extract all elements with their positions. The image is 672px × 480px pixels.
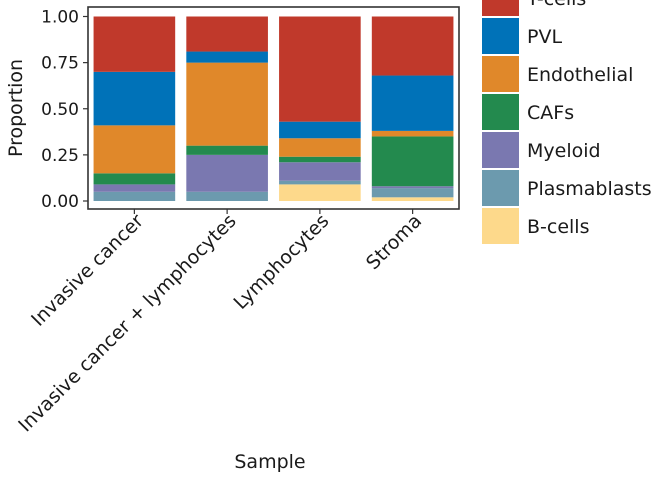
legend-label-b-cells: B-cells xyxy=(527,216,589,238)
y-tick-label: 0.50 xyxy=(41,100,79,120)
bar-segment-t-cells-invasive-cancer-lymphocytes xyxy=(186,16,268,52)
legend-key-cafs xyxy=(482,94,519,130)
bar-segment-endothelial-invasive-cancer-lymphocytes xyxy=(186,62,268,146)
bar-segment-plasmablasts-lymphocytes xyxy=(279,180,361,185)
bar-segment-myeloid-invasive-cancer xyxy=(93,184,176,192)
bar-segment-endothelial-stroma xyxy=(371,130,454,137)
legend-key-pvl xyxy=(482,18,519,54)
y-axis: 0.00 0.25 0.50 0.75 1.00 xyxy=(41,8,88,212)
legend-label-t-cells: T-cells xyxy=(526,0,586,10)
y-axis-title: Proportion xyxy=(5,59,27,157)
legend-label-myeloid: Myeloid xyxy=(527,140,601,162)
bar-segment-endothelial-lymphocytes xyxy=(279,138,361,157)
bar-segment-t-cells-stroma xyxy=(371,16,454,76)
x-tick-label-stroma: Stroma xyxy=(362,210,426,274)
bar-segment-plasmablasts-invasive-cancer-lymphocytes xyxy=(186,191,268,201)
bar-segment-pvl-stroma xyxy=(371,75,454,131)
bar-segment-b-cells-lymphocytes xyxy=(279,184,361,201)
legend: T-cells PVL Endothelial CAFs Myeloid Plasmabl… xyxy=(482,0,652,244)
bar-segment-endothelial-invasive-cancer xyxy=(93,125,176,174)
x-axis-title: Sample xyxy=(234,451,305,473)
legend-label-pvl: PVL xyxy=(527,26,562,48)
y-tick-label: 0.25 xyxy=(41,146,79,166)
y-tick-label: 1.00 xyxy=(41,8,79,28)
bar-segment-cafs-invasive-cancer-lymphocytes xyxy=(186,145,268,155)
bars-layer xyxy=(93,16,454,201)
y-tick-label: 0.75 xyxy=(41,54,79,74)
bar-segment-t-cells-invasive-cancer xyxy=(93,16,176,72)
bar-segment-plasmablasts-stroma xyxy=(371,188,454,198)
bar-segment-b-cells-stroma xyxy=(371,197,454,201)
legend-label-cafs: CAFs xyxy=(527,102,574,124)
bar-segment-t-cells-lymphocytes xyxy=(279,16,361,122)
legend-key-plasmablasts xyxy=(482,170,519,206)
bar-segment-myeloid-invasive-cancer-lymphocytes xyxy=(186,154,268,192)
x-tick-label-lymphocytes: Lymphocytes xyxy=(229,210,333,314)
plot-panel-border xyxy=(87,6,460,210)
bar-segment-cafs-lymphocytes xyxy=(279,156,361,163)
bar-segment-cafs-invasive-cancer xyxy=(93,173,176,185)
legend-key-endothelial xyxy=(482,56,519,92)
bar-segment-pvl-lymphocytes xyxy=(279,121,361,139)
legend-label-plasmablasts: Plasmablasts xyxy=(527,178,652,200)
legend-key-myeloid xyxy=(482,132,519,168)
legend-label-endothelial: Endothelial xyxy=(527,64,633,86)
bar-segment-pvl-invasive-cancer xyxy=(93,71,176,126)
bar-segment-myeloid-stroma xyxy=(371,186,454,189)
legend-key-t-cells xyxy=(482,0,519,16)
bar-segment-pvl-invasive-cancer-lymphocytes xyxy=(186,51,268,63)
legend-key-b-cells xyxy=(482,208,519,244)
bar-segment-cafs-stroma xyxy=(371,136,454,187)
bar-segment-plasmablasts-invasive-cancer xyxy=(93,191,176,201)
y-tick-label: 0.00 xyxy=(41,192,79,212)
bar-segment-myeloid-lymphocytes xyxy=(279,162,361,181)
